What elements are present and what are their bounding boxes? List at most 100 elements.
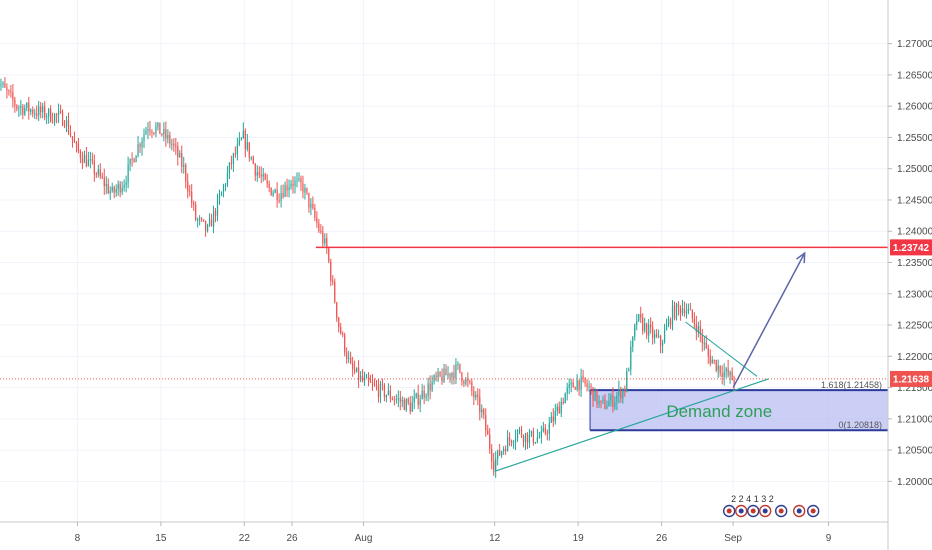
candle-body [310,203,312,208]
candle-body [383,385,386,398]
candle-body [717,365,719,371]
candle-body [616,395,618,402]
candle-body [655,334,658,337]
x-tick-label: 26 [656,533,668,544]
candle-body [648,324,650,336]
candle-body [55,114,58,116]
y-tick-label: 1.22000 [897,352,932,363]
candle-body [199,218,201,220]
candle-body [69,133,72,137]
candle-body [471,382,473,392]
candle-body [600,400,602,402]
candle-body [457,363,459,365]
candle-body [324,238,326,244]
candle-body [230,162,233,164]
candle-body [304,187,306,193]
candle-body [163,128,165,135]
candle-body [501,451,503,456]
candle-body [228,162,231,174]
candle-body [389,390,391,399]
candle-body [137,144,139,156]
candle-body [554,411,556,422]
wedge-upper-line[interactable] [685,321,758,377]
price-axis[interactable]: 1.27000 1.26500 1.26000 1.25500 1.25000 1.245… [888,39,932,488]
candle-body [371,382,374,384]
candle-body [405,399,407,410]
candle-body [183,165,185,167]
x-tick-label: 9 [826,533,832,544]
grid [0,0,888,522]
candle-body [423,390,425,398]
candle-body [276,189,278,201]
candle-body [415,393,417,398]
candle-body [67,120,70,134]
target-price-tag-text: 1.23742 [893,243,930,254]
candle-body [487,430,489,435]
candle-body [429,383,431,391]
price-tags: 1.23742 1.21638 [890,239,932,387]
candle-body [395,398,397,400]
candle-body [451,372,453,378]
candle-body [411,402,413,412]
candle-body [157,122,159,127]
candle-body [127,164,129,183]
candle-body [576,380,578,390]
support-trendline[interactable] [494,378,770,472]
candle-body [262,174,264,177]
candle-body [328,248,330,262]
candle-body [302,183,304,193]
candle-body [316,217,318,224]
candle-body [234,153,237,155]
economic-events[interactable]: 2 2 4 1 3 2 [722,494,820,518]
candle-body [632,336,634,347]
candle-body [220,192,223,196]
candle-body [185,165,187,182]
event-flag-dot [726,508,732,514]
candle-body [495,458,497,470]
candle-body [53,114,56,122]
candle-body [719,365,721,374]
candle-body [499,450,501,456]
candle-body [373,383,376,385]
candle-body [578,380,580,390]
projection-arrow-head [796,251,806,264]
candle-body [477,394,479,398]
candle-body [50,108,52,122]
candle-body [683,308,686,314]
candle-body [75,142,78,144]
candle-body [638,314,640,321]
candle-body [532,430,535,443]
candle-body [85,155,88,167]
candle-body [208,219,211,226]
candle-body [727,368,729,376]
candle-body [407,399,409,403]
candle-body [318,223,320,231]
candle-body [121,187,123,193]
candle-body [636,320,638,325]
demand-zone-box[interactable] [590,390,888,431]
candle-body [387,390,390,395]
candle-body [226,173,229,185]
candle-body [687,309,690,312]
candle-body [36,113,38,116]
candle-body [141,141,143,148]
candle-body [598,400,600,405]
candle-body [711,360,713,364]
candle-body [473,391,475,398]
candle-body [244,130,246,149]
candle-body [65,120,68,127]
candle-body [187,181,189,192]
candle-body [590,386,592,388]
projection-arrow-line[interactable] [732,252,806,388]
candle-body [155,126,157,134]
event-flag-dot [796,508,802,514]
candle-body [89,159,91,161]
candle-body [409,402,411,412]
demand-zone-group[interactable] [589,389,888,432]
time-axis[interactable]: 8 15 22 26 Aug 12 19 26 Sep 9 [75,522,832,544]
candle-body [491,448,493,462]
candle-body [681,308,684,314]
candle-body [248,142,250,158]
drawings-group[interactable]: Demand zone 1.618(1.21458) 0(1.20818) [0,246,888,472]
